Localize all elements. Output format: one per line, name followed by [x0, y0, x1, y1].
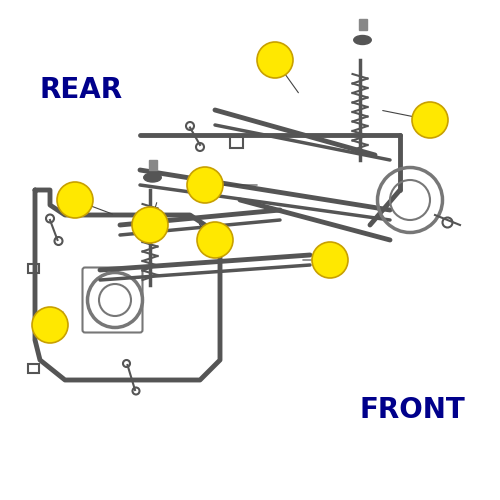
Ellipse shape [144, 173, 161, 182]
Circle shape [197, 222, 233, 258]
Bar [230, 136, 242, 147]
Circle shape [312, 242, 348, 278]
Bar [28, 264, 38, 272]
Ellipse shape [354, 36, 371, 44]
Circle shape [257, 42, 293, 78]
Circle shape [412, 102, 448, 138]
Text: REAR: REAR [40, 76, 123, 104]
Circle shape [132, 207, 168, 243]
Bar [149, 160, 156, 170]
Text: FRONT: FRONT [360, 396, 466, 424]
Bar [28, 364, 38, 372]
Circle shape [57, 182, 93, 218]
Bar [359, 19, 366, 30]
Circle shape [187, 167, 223, 203]
Circle shape [32, 307, 68, 343]
